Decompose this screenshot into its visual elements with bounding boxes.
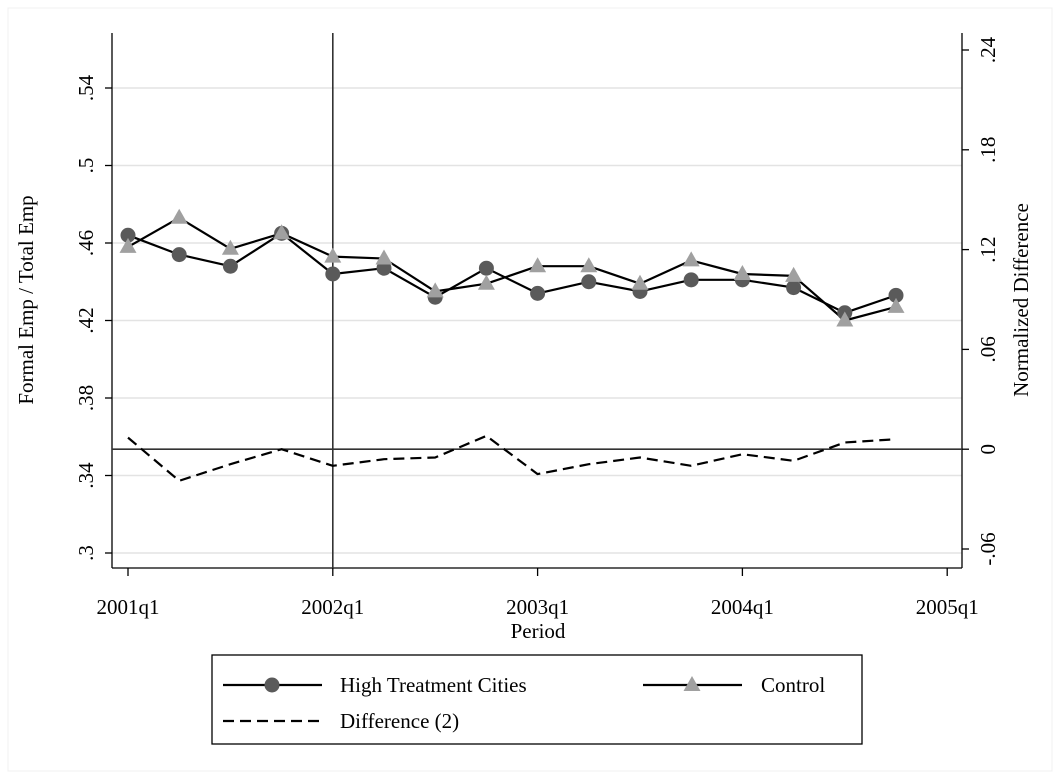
series-1-point-11 [682, 251, 700, 267]
series [119, 208, 905, 482]
series-1-point-10 [631, 274, 649, 290]
chart-frame [7, 7, 1053, 772]
y-tick-label-5: .5 [74, 158, 98, 174]
series-1-point-9 [580, 257, 598, 273]
series-1-point-12 [733, 265, 751, 280]
x-tick-label-4: 2005q1 [916, 595, 979, 619]
legend-triangle-marker [683, 676, 701, 691]
y2-tick-label-5: .24 [976, 36, 1000, 63]
series-0-point-8 [530, 285, 546, 301]
x-tick-label-1: 2002q1 [301, 595, 364, 619]
series-0-point-7 [478, 260, 494, 276]
series-line-0 [127, 232, 897, 314]
series-1-point-8 [529, 257, 547, 273]
series-line-1 [127, 216, 897, 322]
y-tick-label-2: .38 [74, 385, 98, 411]
series-0-point-0 [120, 227, 136, 243]
series-1-point-2 [221, 239, 239, 255]
series-0-point-15 [888, 287, 904, 303]
reference-lines [112, 33, 962, 568]
y-axis-title: Formal Emp / Total Emp [14, 195, 38, 404]
series-1-point-14 [836, 311, 854, 327]
y-tick-label-6: .54 [74, 74, 98, 101]
y2-tick-label-3: .12 [976, 236, 1000, 262]
series-0-point-1 [171, 247, 187, 263]
y-tick-label-3: .42 [74, 307, 98, 333]
series-1-point-5 [375, 249, 393, 265]
x-axis-title: Period [511, 619, 566, 643]
y2-tick-label-4: .18 [976, 137, 1000, 163]
y-tick-label-0: .3 [74, 545, 98, 561]
series-1-point-1 [170, 208, 188, 224]
series-0-point-9 [581, 274, 597, 290]
y2-tick-label-0: -.06 [976, 532, 1000, 565]
series-0-point-2 [222, 258, 238, 274]
series-0-point-13 [786, 280, 802, 296]
series-1-point-7 [477, 274, 495, 290]
x-tick-label-0: 2001q1 [97, 595, 160, 619]
y2-axis-title: Normalized Difference [1009, 203, 1033, 397]
legend-label-control: Control [761, 673, 825, 697]
x-tick-label-3: 2004q1 [711, 595, 774, 619]
series-1-point-13 [785, 266, 803, 282]
series-1-point-6 [426, 282, 444, 298]
legend-label-high-treatment: High Treatment Cities [340, 673, 527, 697]
series-1-point-15 [887, 297, 905, 313]
legend: High Treatment Cities Control Difference… [211, 654, 863, 745]
series-1-point-4 [324, 247, 342, 263]
y2-tick-label-1: 0 [976, 444, 1000, 455]
legend-circle-marker [264, 677, 280, 693]
y2-tick-label-2: .06 [976, 336, 1000, 362]
series-0-point-4 [325, 266, 341, 282]
legend-label-difference: Difference (2) [340, 709, 459, 733]
tick-labels: .3 .34 .38 .42 .46 .5 .54 -.06 0 .06 .12 .18 .24 2001… [74, 36, 1000, 619]
series-line-2 [127, 434, 897, 482]
legend-box [211, 654, 863, 745]
y-tick-label-4: .46 [74, 230, 98, 256]
series-1-point-0 [119, 237, 137, 253]
x-tick-label-2: 2003q1 [506, 595, 569, 619]
y-tick-label-1: .34 [74, 462, 98, 489]
grid [112, 87, 962, 554]
series-0-point-11 [683, 272, 699, 288]
series-1-point-3 [273, 224, 291, 240]
